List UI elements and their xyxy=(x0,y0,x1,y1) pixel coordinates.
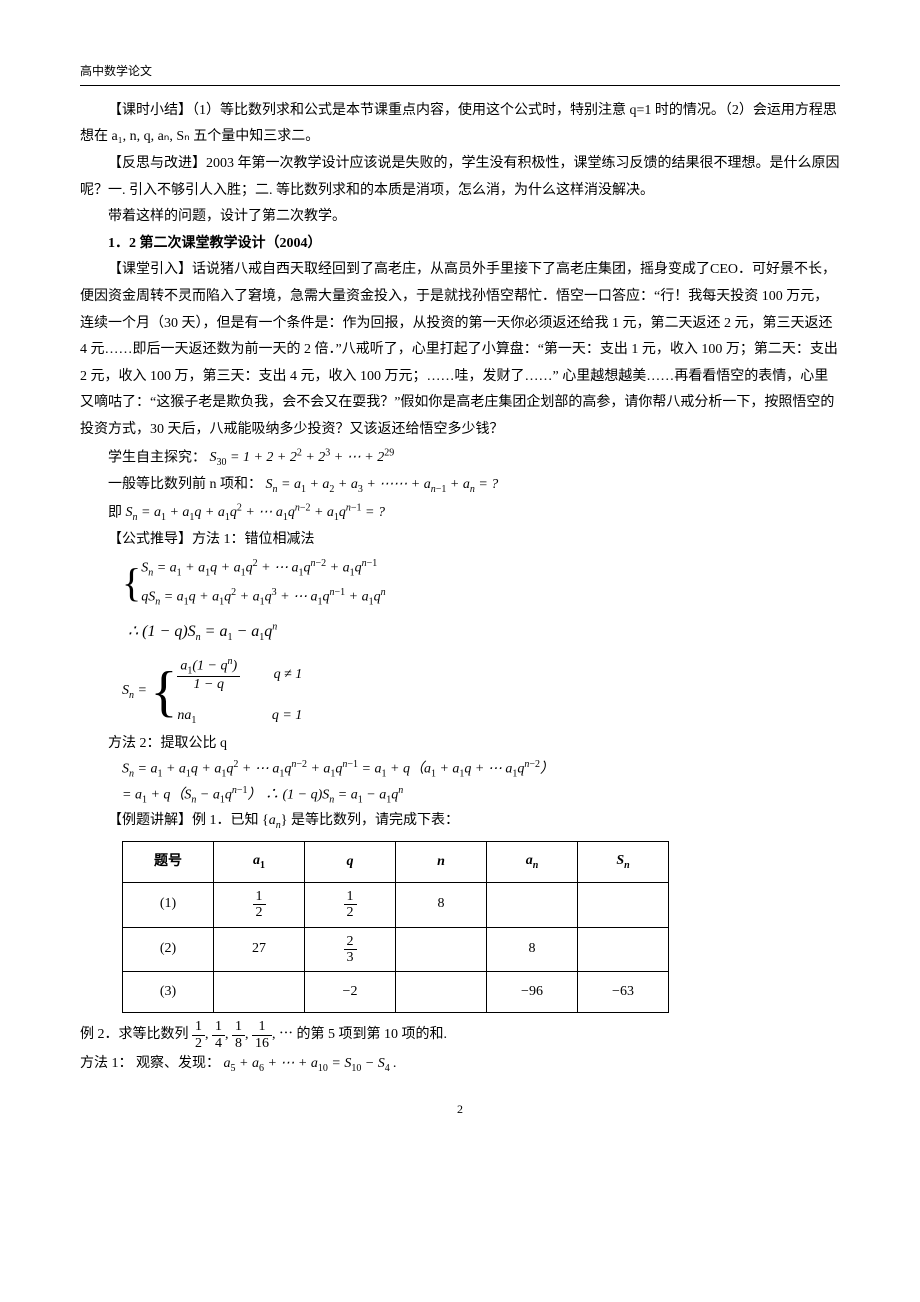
qsn-line: qSn = a1q + a1q2 + a1q3 + ⋯ a1qn−1 + a1q… xyxy=(141,583,385,612)
cond-ne: q ≠ 1 xyxy=(274,664,334,686)
student-explore: 学生自主探究： S30 = 1 + 2 + 22 + 23 + ⋯ + 229 xyxy=(80,444,840,472)
cell-a1: 12 xyxy=(214,882,305,927)
cond-eq: q = 1 xyxy=(272,705,332,727)
method2-line1: Sn = a1 + a1q + a1q2 + ⋯ a1qn−2 + a1qn−1… xyxy=(122,757,840,782)
formula-sn-expanded: Sn = a1 + a1q + a1q2 + ⋯ a1qn−2 + a1qn−1… xyxy=(126,505,386,520)
cell-q: 12 xyxy=(305,882,396,927)
example2: 例 2．求等比数列 12, 14, 18, 116, ⋯ 的第 5 项到第 10… xyxy=(80,1019,840,1051)
cell-Sn: −63 xyxy=(578,972,669,1013)
method1-formula: a5 + a6 + ⋯ + a10 = S10 − S4 . xyxy=(224,1056,397,1071)
col-n: n xyxy=(396,841,487,882)
example2-post: , ⋯ 的第 5 项到第 10 项的和. xyxy=(272,1028,447,1043)
expanded-sum: 即 Sn = a1 + a1q + a1q2 + ⋯ a1qn−2 + a1qn… xyxy=(80,499,840,527)
example1-heading: 【例题讲解】例 1．已知 {an} 是等比数列，请完成下表： xyxy=(80,808,840,835)
case-q-ne-1: a1(1 − qn)1 − q q ≠ 1 xyxy=(177,654,333,695)
page-header: 高中数学论文 xyxy=(80,60,840,86)
left-brace-icon: { xyxy=(122,565,141,601)
section-heading: 1．2 第二次课堂教学设计（2004） xyxy=(80,231,840,258)
method1: 方法 1： 观察、发现： a5 + a6 + ⋯ + a10 = S10 − S… xyxy=(80,1051,840,1078)
col-num: 题号 xyxy=(123,841,214,882)
cell-a1: 27 xyxy=(214,927,305,972)
cell-a1 xyxy=(214,972,305,1013)
displacement-subtraction: { Sn = a1 + a1q + a1q2 + ⋯ a1qn−2 + a1qn… xyxy=(122,554,840,613)
lesson-summary: 【课时小结】（1）等比数列求和公式是本节课重点内容，使用这个公式时，特别注意 q… xyxy=(80,98,840,151)
table-row: (3) −2 −96 −63 xyxy=(123,972,669,1013)
formula-s30: S30 = 1 + 2 + 22 + 23 + ⋯ + 229 xyxy=(210,450,395,465)
col-an: an xyxy=(487,841,578,882)
table-row: (1) 12 12 8 xyxy=(123,882,669,927)
general-sum: 一般等比数列前 n 项和： Sn = a1 + a2 + a3 + ⋯⋯ + a… xyxy=(80,472,840,499)
cell-q: 23 xyxy=(305,927,396,972)
method1-label: 方法 1： 观察、发现： xyxy=(80,1056,220,1071)
derivation-heading: 【公式推导】方法 1：错位相减法 xyxy=(80,527,840,554)
cell-n: 8 xyxy=(396,882,487,927)
col-Sn: Sn xyxy=(578,841,669,882)
example2-pre: 例 2．求等比数列 xyxy=(80,1028,192,1043)
therefore-result: ∴ (1 − q)Sn = a1 − a1qn xyxy=(128,619,840,646)
reflection: 【反思与改进】2003 年第一次教学设计应该说是失败的，学生没有积极性，课堂练习… xyxy=(80,151,840,204)
class-intro: 【课堂引入】话说猪八戒自西天取经回到了高老庄，从高员外手里接下了高老庄集团，摇身… xyxy=(80,257,840,443)
cell-num: (3) xyxy=(123,972,214,1013)
cell-an: 8 xyxy=(487,927,578,972)
example1-table: 题号 a1 q n an Sn (1) 12 12 8 (2) 27 23 8 … xyxy=(122,841,669,1014)
cell-an xyxy=(487,882,578,927)
col-q: q xyxy=(305,841,396,882)
formula-sn-general: Sn = a1 + a2 + a3 + ⋯⋯ + an−1 + an = ? xyxy=(266,477,499,492)
method2-heading: 方法 2：提取公比 q xyxy=(80,731,840,758)
page-number: 2 xyxy=(80,1098,840,1121)
cell-an: −96 xyxy=(487,972,578,1013)
cell-Sn xyxy=(578,882,669,927)
cell-n xyxy=(396,927,487,972)
method2-line2: = a1 + q（Sn − a1qn−1） ∴ (1 − q)Sn = a1 −… xyxy=(122,783,840,808)
table-header-row: 题号 a1 q n an Sn xyxy=(123,841,669,882)
expanded-label: 即 xyxy=(108,505,126,520)
cell-Sn xyxy=(578,927,669,972)
cell-n xyxy=(396,972,487,1013)
cases-brace-icon: { xyxy=(150,670,177,715)
cell-q: −2 xyxy=(305,972,396,1013)
table-row: (2) 27 23 8 xyxy=(123,927,669,972)
transition: 带着这样的问题，设计了第二次教学。 xyxy=(80,204,840,231)
case-q-eq-1: na1 q = 1 xyxy=(177,695,333,731)
sn-line: Sn = a1 + a1q + a1q2 + ⋯ a1qn−2 + a1qn−1 xyxy=(141,554,385,583)
cell-num: (1) xyxy=(123,882,214,927)
col-a1: a1 xyxy=(214,841,305,882)
sn-cases: Sn = { a1(1 − qn)1 − q q ≠ 1 na1 q = 1 xyxy=(122,654,840,731)
general-label: 一般等比数列前 n 项和： xyxy=(108,477,262,492)
cell-num: (2) xyxy=(123,927,214,972)
explore-label: 学生自主探究： xyxy=(108,450,206,465)
